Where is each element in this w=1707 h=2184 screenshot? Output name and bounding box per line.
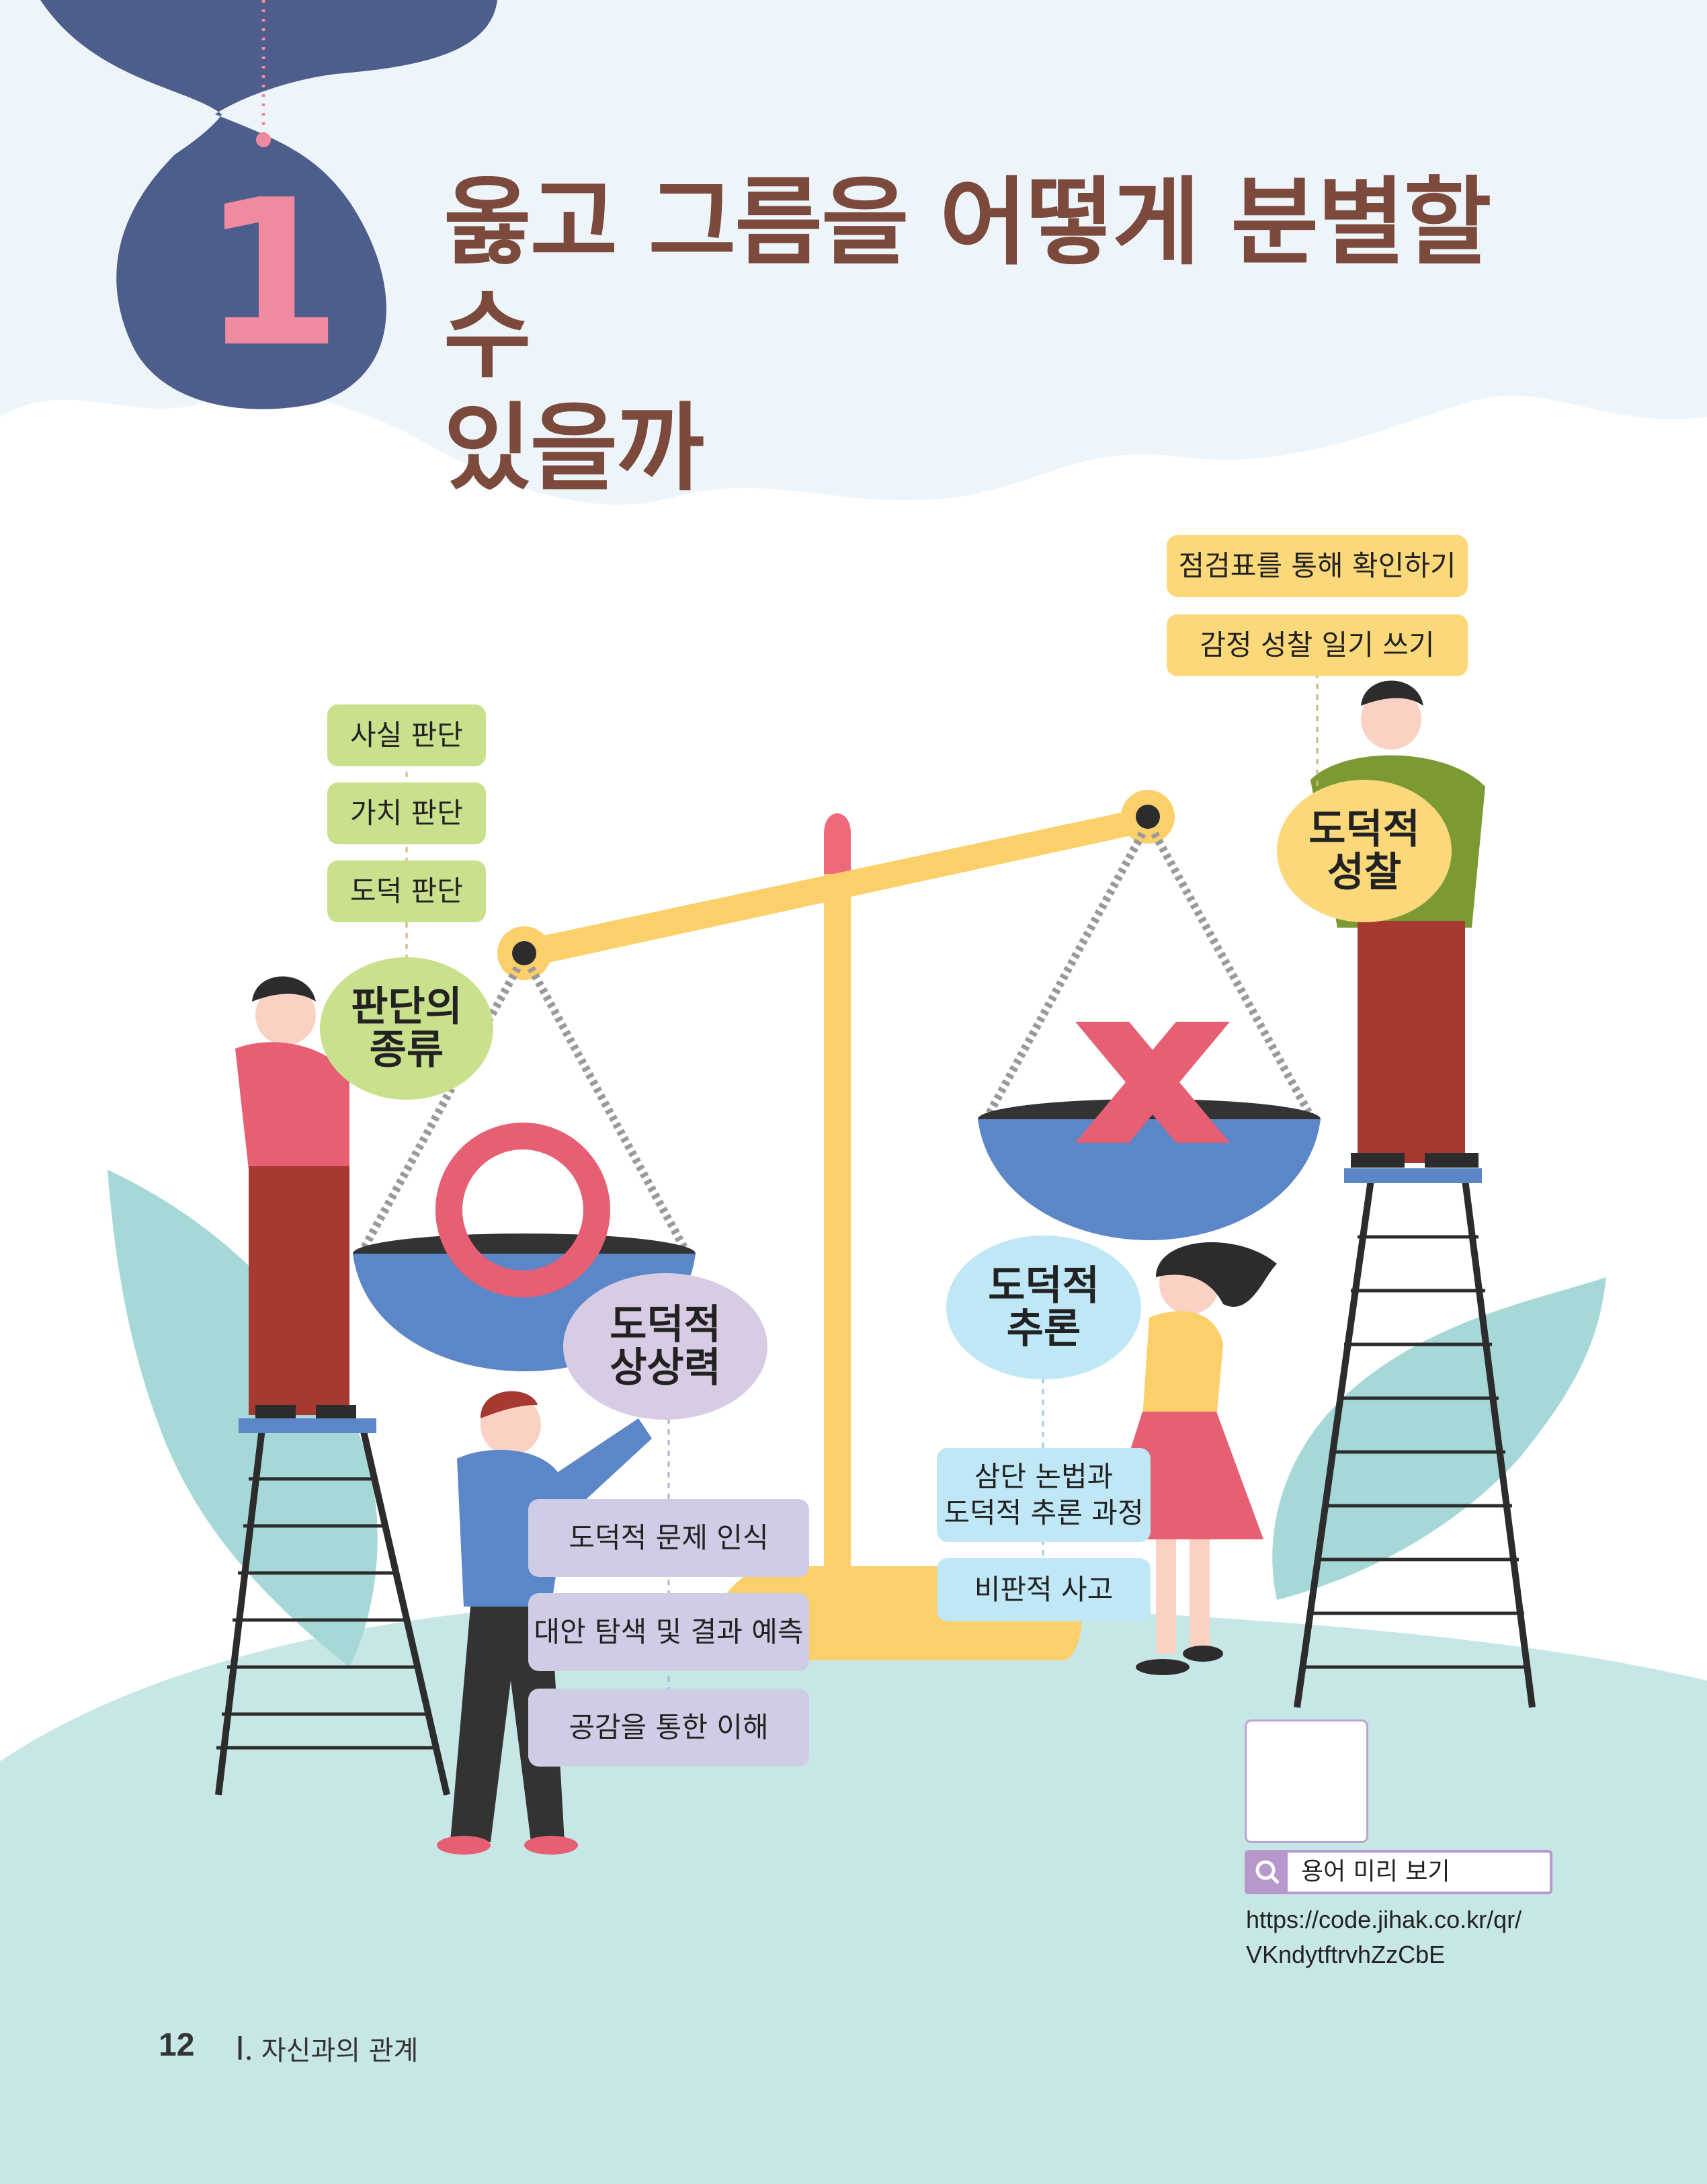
top-cloud-bg: [0, 0, 1707, 505]
tag-checklist: 점검표를 통해 확인하기: [1167, 535, 1468, 597]
qr-url-line1: https://code.jihak.co.kr/qr/: [1246, 1906, 1522, 1933]
ladder-right: [1294, 1179, 1536, 1708]
page-number: 12: [159, 2027, 195, 2063]
tag-syllogism-line1: 삼단 논법과: [974, 1460, 1114, 1493]
tag-value-judgment: 가치 판단: [327, 782, 486, 844]
bubble-imagination-line2: 상상력: [610, 1344, 721, 1391]
bubble-judgment-line2: 종류: [369, 1026, 444, 1074]
bubble-reasoning-line2: 추론: [1006, 1305, 1081, 1352]
search-icon: [1247, 1853, 1288, 1892]
qr-url-line2: VKndytftrvhZzCbE: [1246, 1941, 1446, 1968]
circle-o-mark: [435, 1123, 610, 1297]
bubble-moral-reflection: 도덕적 성찰: [1277, 780, 1452, 922]
tag-syllogism: 삼단 논법과 도덕적 추론 과정: [937, 1448, 1151, 1542]
bubble-reasoning-line1: 도덕적: [988, 1262, 1099, 1309]
qr-url[interactable]: https://code.jihak.co.kr/qr/ VKndytftrvh…: [1246, 1902, 1522, 1972]
tag-moral-judgment: 도덕 판단: [327, 860, 486, 922]
bubble-imagination-line1: 도덕적: [610, 1301, 721, 1348]
title-line-2: 있을까: [444, 393, 704, 504]
chapter-number: 1: [202, 157, 342, 391]
section-title: Ⅰ. 자신과의 관계: [235, 2029, 418, 2068]
ladder-left: [215, 1427, 450, 1796]
tag-critical-thinking: 비판적 사고: [937, 1558, 1151, 1621]
title-line-1: 옳고 그름을 어떻게 분별할 수: [444, 167, 1491, 391]
chapter-badge: [40, 0, 497, 409]
scale-icon: [353, 790, 1321, 1660]
tag-alternative-exploration: 대안 탐색 및 결과 예측: [528, 1593, 809, 1671]
x-mark: [1075, 1022, 1230, 1143]
leaf-right: [1272, 1277, 1606, 1600]
bubble-moral-reasoning: 도덕적 추론: [946, 1236, 1141, 1379]
bubble-reflection-line1: 도덕적: [1308, 806, 1420, 853]
qr-code-frame[interactable]: [1245, 1720, 1368, 1843]
page-title: 옳고 그름을 어떻게 분별할 수 있을까: [444, 167, 1586, 505]
tag-empathy: 공감을 통한 이해: [528, 1689, 809, 1767]
person-right: [1310, 680, 1485, 1168]
tag-fact-judgment: 사실 판단: [327, 704, 486, 766]
bubble-reflection-line2: 성찰: [1327, 849, 1402, 896]
tag-problem-recognition: 도덕적 문제 인식: [528, 1499, 809, 1577]
person-left: [235, 976, 356, 1418]
bubble-judgment-types: 판단의 종류: [320, 957, 493, 1100]
tag-emotion-diary: 감정 성찰 일기 쓰기: [1167, 614, 1468, 676]
glossary-preview-bar[interactable]: 용어 미리 보기: [1245, 1850, 1552, 1894]
tag-syllogism-line2: 도덕적 추론 과정: [944, 1496, 1144, 1529]
section-name: 자신과의 관계: [261, 2035, 419, 2066]
glossary-preview-label: 용어 미리 보기: [1301, 1858, 1450, 1886]
bubble-judgment-line1: 판단의: [351, 983, 462, 1030]
bubble-moral-imagination: 도덕적 상상력: [563, 1273, 767, 1420]
section-roman: Ⅰ.: [235, 2031, 253, 2067]
